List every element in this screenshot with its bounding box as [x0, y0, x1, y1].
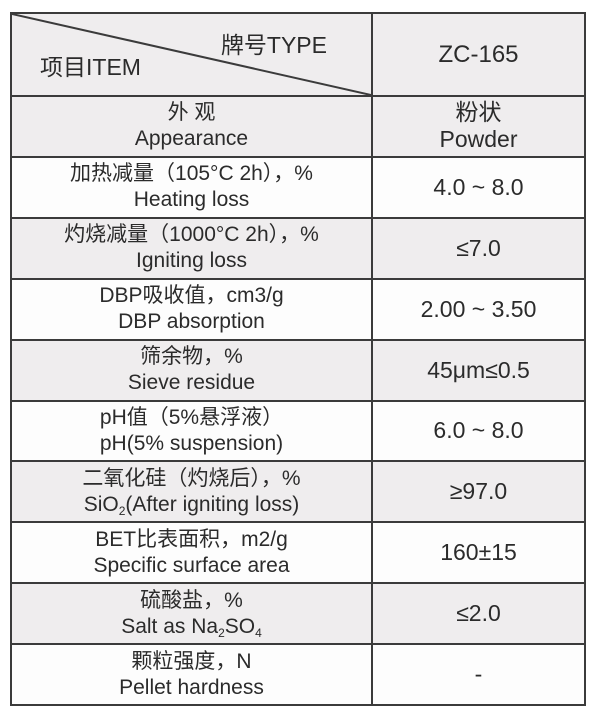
item-cell: BET比表面积，m2/g Specific surface area: [12, 523, 373, 583]
value-text: 45μm≤0.5: [427, 356, 530, 383]
diagonal-divider-line: [12, 14, 371, 95]
item-cell: pH值（5%悬浮液） pH(5% suspension): [12, 401, 373, 461]
item-en: Heating loss: [133, 188, 250, 212]
grade-label: ZC-165: [438, 40, 519, 68]
item-cn: 二氧化硅（灼烧后），%: [82, 466, 301, 490]
item-cn: 硫酸盐，%: [140, 588, 243, 612]
formula-text: Salt as Na: [121, 614, 219, 638]
value-cell: 6.0 ~ 8.0: [373, 402, 584, 461]
table-row: pH值（5%悬浮液） pH(5% suspension) 6.0 ~ 8.0: [12, 399, 584, 461]
table-row: DBP吸收值，cm3/g DBP absorption 2.00 ~ 3.50: [12, 277, 584, 339]
value-text: ≤7.0: [456, 234, 501, 261]
item-en: DBP absorption: [118, 310, 265, 334]
formula-subscript: 2: [118, 503, 126, 518]
table-row: BET比表面积，m2/g Specific surface area 160±1…: [12, 521, 584, 583]
value-cell: 160±15: [373, 523, 584, 582]
value-cell: 4.0 ~ 8.0: [373, 158, 584, 217]
item-en: Pellet hardness: [119, 675, 264, 699]
item-en: SiO2(After igniting loss): [84, 492, 300, 518]
table-row: 硫酸盐，% Salt as Na2SO4 ≤2.0: [12, 582, 584, 644]
item-cell: 硫酸盐，% Salt as Na2SO4: [12, 584, 373, 644]
value-cell: ≤7.0: [373, 219, 584, 278]
item-cell: 筛余物，% Sieve residue: [12, 340, 373, 400]
value-text: 粉状: [455, 99, 502, 126]
item-cell: 加热减量（105°C 2h），% Heating loss: [12, 157, 373, 217]
table-row: 二氧化硅（灼烧后），% SiO2(After igniting loss) ≥9…: [12, 460, 584, 522]
value-text: ≤2.0: [456, 600, 501, 627]
item-header-label: 项目ITEM: [40, 54, 141, 80]
header-row: 牌号TYPE 项目ITEM ZC-165: [12, 14, 584, 95]
value-cell: ≤2.0: [373, 584, 584, 643]
item-cell: DBP吸收值，cm3/g DBP absorption: [12, 279, 373, 339]
header-corner-cell: 牌号TYPE 项目ITEM: [12, 14, 373, 95]
item-cell: 二氧化硅（灼烧后），% SiO2(After igniting loss): [12, 462, 373, 522]
item-cn: 外 观: [167, 101, 216, 125]
table-row: 颗粒强度，N Pellet hardness -: [12, 643, 584, 705]
item-cell: 颗粒强度，N Pellet hardness: [12, 645, 373, 705]
formula-text: SO: [224, 614, 256, 638]
item-cn: 筛余物，%: [140, 345, 243, 369]
grade-cell: ZC-165: [373, 14, 584, 95]
value-text-line2: Powder: [439, 126, 518, 153]
value-cell: 2.00 ~ 3.50: [373, 280, 584, 339]
item-en: Sieve residue: [127, 371, 256, 395]
value-text: 4.0 ~ 8.0: [433, 173, 524, 200]
type-header-label: 牌号TYPE: [220, 32, 327, 58]
item-cn: pH值（5%悬浮液）: [99, 405, 284, 429]
item-cn: 颗粒强度，N: [131, 649, 252, 673]
item-cn: 加热减量（105°C 2h），%: [70, 162, 313, 186]
table-row: 筛余物，% Sieve residue 45μm≤0.5: [12, 338, 584, 400]
formula-text: SiO: [83, 492, 119, 516]
item-en: pH(5% suspension): [99, 431, 284, 455]
item-cell: 外 观 Appearance: [12, 97, 373, 156]
item-en: Salt as Na2SO4: [121, 614, 262, 640]
value-cell: 粉状 Powder: [373, 97, 584, 156]
value-text: -: [474, 661, 483, 688]
table-row: 灼烧减量（1000°C 2h），% Igniting loss ≤7.0: [12, 216, 584, 278]
formula-subscript: 2: [218, 625, 225, 640]
item-en: Specific surface area: [93, 553, 290, 577]
formula-subscript: 4: [255, 625, 262, 640]
value-text: ≥97.0: [449, 478, 508, 505]
value-cell: ≥97.0: [373, 462, 584, 521]
value-text: 6.0 ~ 8.0: [433, 417, 524, 444]
table-row: 加热减量（105°C 2h），% Heating loss 4.0 ~ 8.0: [12, 155, 584, 217]
table-row: 外 观 Appearance 粉状 Powder: [12, 95, 584, 156]
value-cell: 45μm≤0.5: [373, 341, 584, 400]
value-cell: -: [373, 645, 584, 704]
item-cn: BET比表面积，m2/g: [95, 527, 288, 551]
item-en: Igniting loss: [136, 249, 247, 273]
formula-text: (After igniting loss): [125, 492, 300, 516]
item-en: Appearance: [134, 127, 249, 151]
item-cn: DBP吸收值，cm3/g: [99, 284, 284, 308]
value-text: 2.00 ~ 3.50: [420, 295, 537, 322]
spec-table: 牌号TYPE 项目ITEM ZC-165 外 观 Appearance 粉状 P…: [10, 12, 586, 706]
value-text: 160±15: [440, 539, 517, 566]
item-cell: 灼烧减量（1000°C 2h），% Igniting loss: [12, 218, 373, 278]
item-cn: 灼烧减量（1000°C 2h），%: [64, 223, 319, 247]
